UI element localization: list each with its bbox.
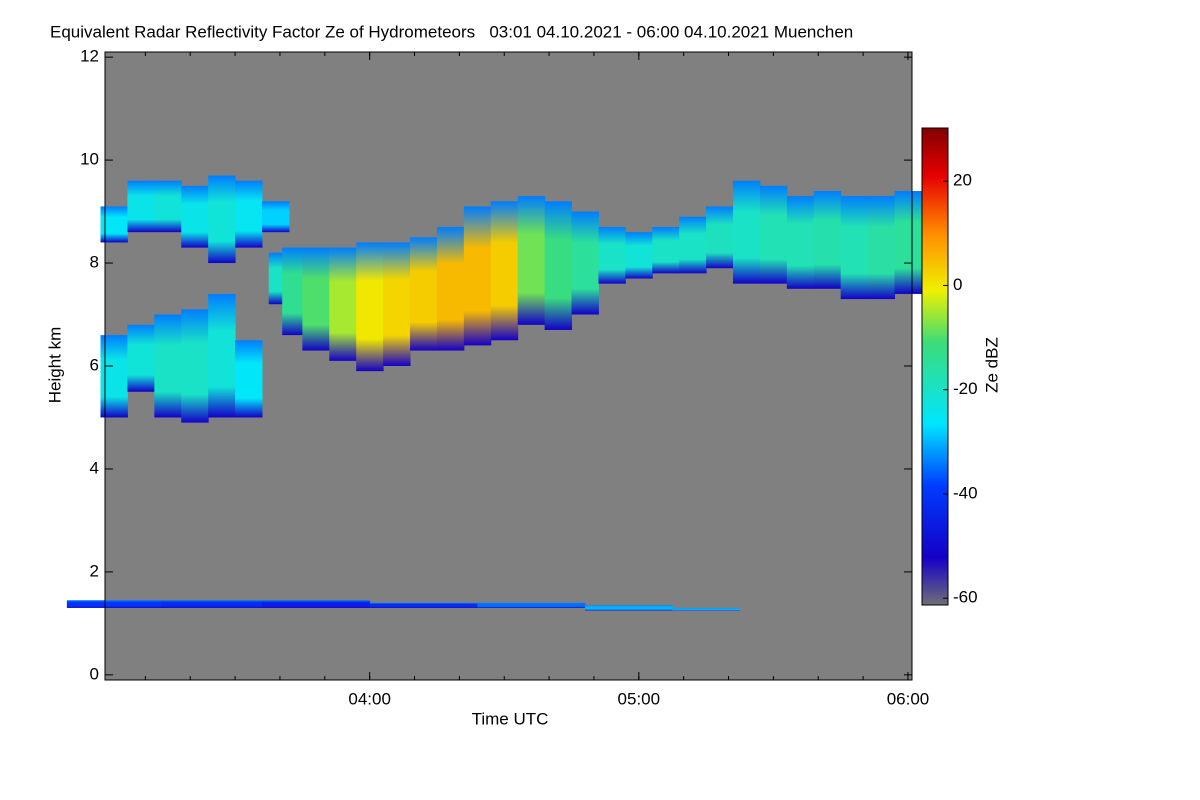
x-tick-label: 06:00 <box>887 689 930 708</box>
reflectivity-cell <box>261 201 290 233</box>
reflectivity-cell <box>625 232 653 279</box>
reflectivity-cell <box>161 600 263 608</box>
reflectivity-cell <box>356 242 384 372</box>
reflectivity-cell <box>369 602 478 608</box>
reflectivity-cell <box>208 293 236 418</box>
y-tick-label: 6 <box>90 355 99 374</box>
reflectivity-cell <box>490 201 519 341</box>
reflectivity-cell <box>813 190 842 289</box>
reflectivity-cell <box>894 190 922 294</box>
colorbar-tick-label: -40 <box>953 483 978 502</box>
y-tick-label: 0 <box>90 664 99 683</box>
reflectivity-cell <box>477 602 586 608</box>
reflectivity-cell <box>329 247 357 361</box>
reflectivity-cell <box>463 206 492 346</box>
reflectivity-cell <box>652 227 680 274</box>
reflectivity-cell <box>127 180 155 233</box>
reflectivity-cell <box>268 252 283 305</box>
reflectivity-cell <box>733 180 761 284</box>
reflectivity-cell <box>235 340 263 418</box>
x-tick-label: 04:00 <box>348 689 391 708</box>
reflectivity-cell <box>544 201 573 330</box>
reflectivity-cell <box>786 196 815 289</box>
colorbar-label: Ze dBZ <box>982 337 1001 393</box>
reflectivity-cell <box>584 605 673 611</box>
reflectivity-cell <box>672 607 741 611</box>
y-axis-label: Height km <box>45 327 64 404</box>
colorbar-tick-label: -20 <box>953 379 978 398</box>
colorbar-tick-label: 20 <box>953 171 972 190</box>
reflectivity-cell <box>840 196 869 300</box>
reflectivity-cell <box>261 600 371 608</box>
y-tick-label: 12 <box>80 47 99 66</box>
y-tick-label: 2 <box>90 561 99 580</box>
reflectivity-cell <box>436 227 465 351</box>
reflectivity-cell <box>706 206 734 269</box>
y-tick-label: 8 <box>90 253 99 272</box>
reflectivity-cell <box>154 180 182 233</box>
reflectivity-cell <box>383 242 411 366</box>
reflectivity-cell <box>282 247 303 336</box>
reflectivity-cell <box>517 196 546 325</box>
y-tick-label: 10 <box>80 150 99 169</box>
colorbar-tick-label: 0 <box>953 275 962 294</box>
reflectivity-cell <box>66 600 162 608</box>
chart-title: Equivalent Radar Reflectivity Factor Ze … <box>50 22 853 41</box>
reflectivity-cell <box>679 216 707 274</box>
reflectivity-cell <box>571 211 599 315</box>
y-tick-label: 4 <box>90 458 99 477</box>
reflectivity-cell <box>235 180 263 248</box>
reflectivity-cell <box>759 185 788 284</box>
colorbar <box>921 127 949 606</box>
reflectivity-cell <box>410 237 438 351</box>
reflectivity-cell <box>867 196 896 300</box>
reflectivity-cell <box>181 309 209 423</box>
reflectivity-cell <box>598 227 626 284</box>
reflectivity-cell <box>302 247 330 351</box>
x-tick-label: 05:00 <box>618 689 661 708</box>
reflectivity-cell <box>127 324 155 392</box>
reflectivity-cell <box>208 175 236 264</box>
reflectivity-cell <box>154 314 182 418</box>
reflectivity-cell <box>181 185 209 248</box>
x-axis-label: Time UTC <box>472 709 549 728</box>
colorbar-tick-label: -60 <box>953 588 978 607</box>
